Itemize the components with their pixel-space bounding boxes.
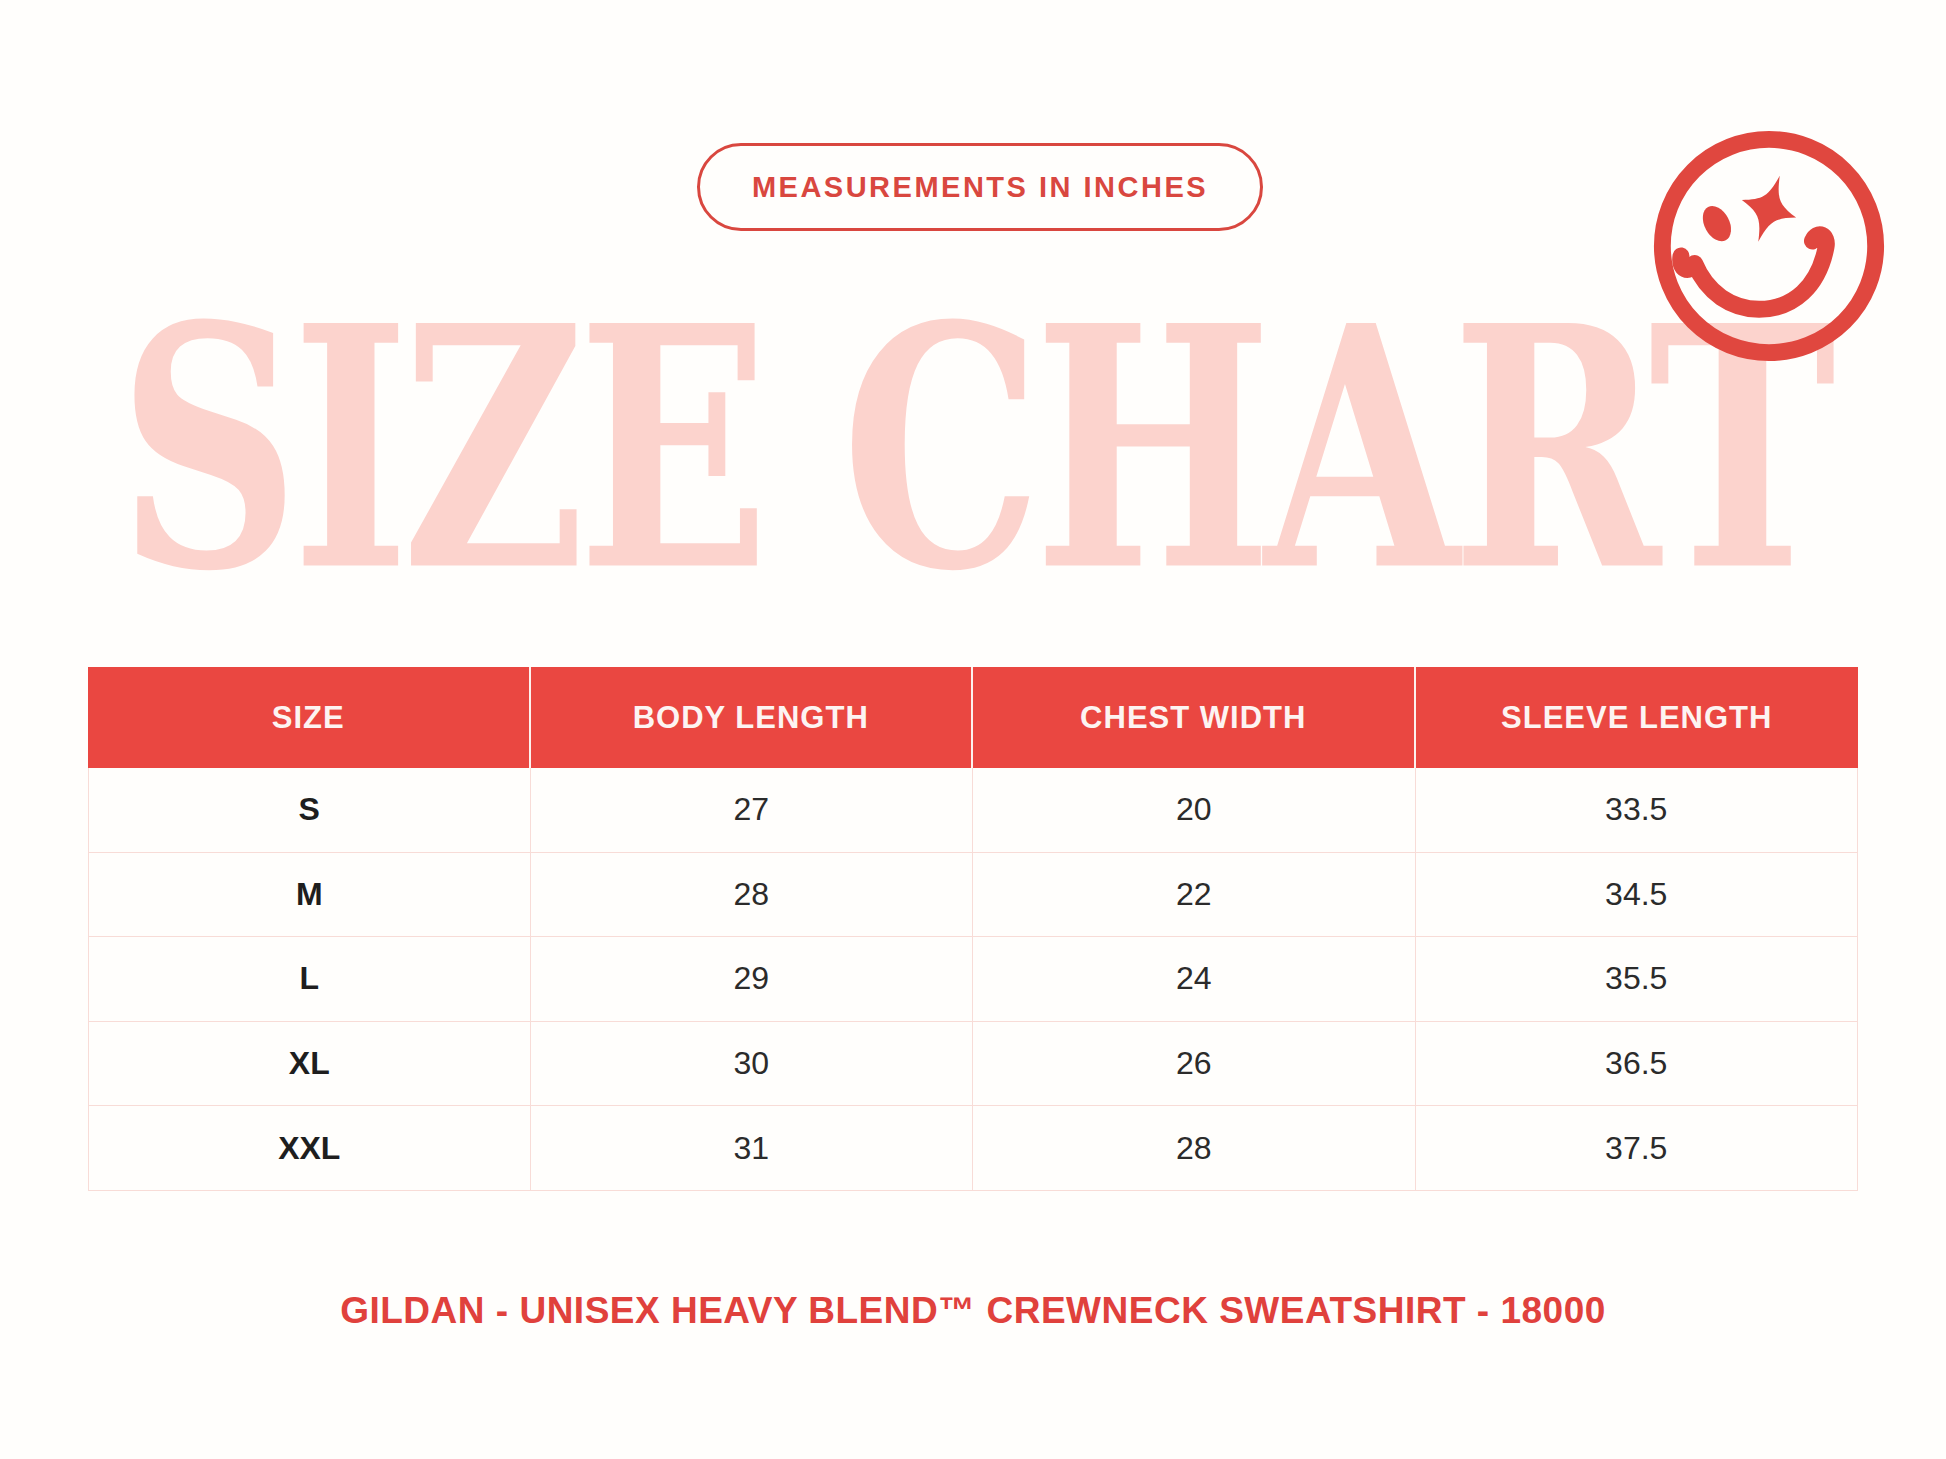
cell-chest-width-s: 20: [973, 768, 1416, 853]
winking-smiley-icon: [1645, 122, 1893, 370]
cell-sleeve-length-m: 34.5: [1416, 853, 1859, 938]
size-table: SIZE BODY LENGTH CHEST WIDTH SLEEVE LENG…: [88, 667, 1858, 1191]
cell-body-length-l: 29: [531, 937, 974, 1022]
size-chart-page: MEASUREMENTS IN INCHES SIZE CHART SIZE B…: [0, 0, 1946, 1459]
cell-size-l: L: [88, 937, 531, 1022]
header-cell-size: SIZE: [88, 667, 531, 768]
measurements-badge-label: MEASUREMENTS IN INCHES: [752, 171, 1208, 204]
cell-size-xl: XL: [88, 1022, 531, 1107]
cell-size-m: M: [88, 853, 531, 938]
header-cell-sleeve-length: SLEEVE LENGTH: [1416, 667, 1859, 768]
cell-body-length-m: 28: [531, 853, 974, 938]
cell-body-length-xxl: 31: [531, 1106, 974, 1191]
cell-body-length-s: 27: [531, 768, 974, 853]
header-cell-chest-width: CHEST WIDTH: [973, 667, 1416, 768]
cell-chest-width-xxl: 28: [973, 1106, 1416, 1191]
cell-chest-width-m: 22: [973, 853, 1416, 938]
cell-chest-width-xl: 26: [973, 1022, 1416, 1107]
product-name-footer: GILDAN - UNISEX HEAVY BLEND™ CREWNECK SW…: [0, 1290, 1946, 1332]
cell-sleeve-length-xl: 36.5: [1416, 1022, 1859, 1107]
cell-chest-width-l: 24: [973, 937, 1416, 1022]
measurements-badge: MEASUREMENTS IN INCHES: [697, 143, 1263, 231]
cell-sleeve-length-xxl: 37.5: [1416, 1106, 1859, 1191]
cell-size-s: S: [88, 768, 531, 853]
cell-sleeve-length-l: 35.5: [1416, 937, 1859, 1022]
cell-body-length-xl: 30: [531, 1022, 974, 1107]
header-cell-body-length: BODY LENGTH: [531, 667, 974, 768]
cell-sleeve-length-s: 33.5: [1416, 768, 1859, 853]
cell-size-xxl: XXL: [88, 1106, 531, 1191]
